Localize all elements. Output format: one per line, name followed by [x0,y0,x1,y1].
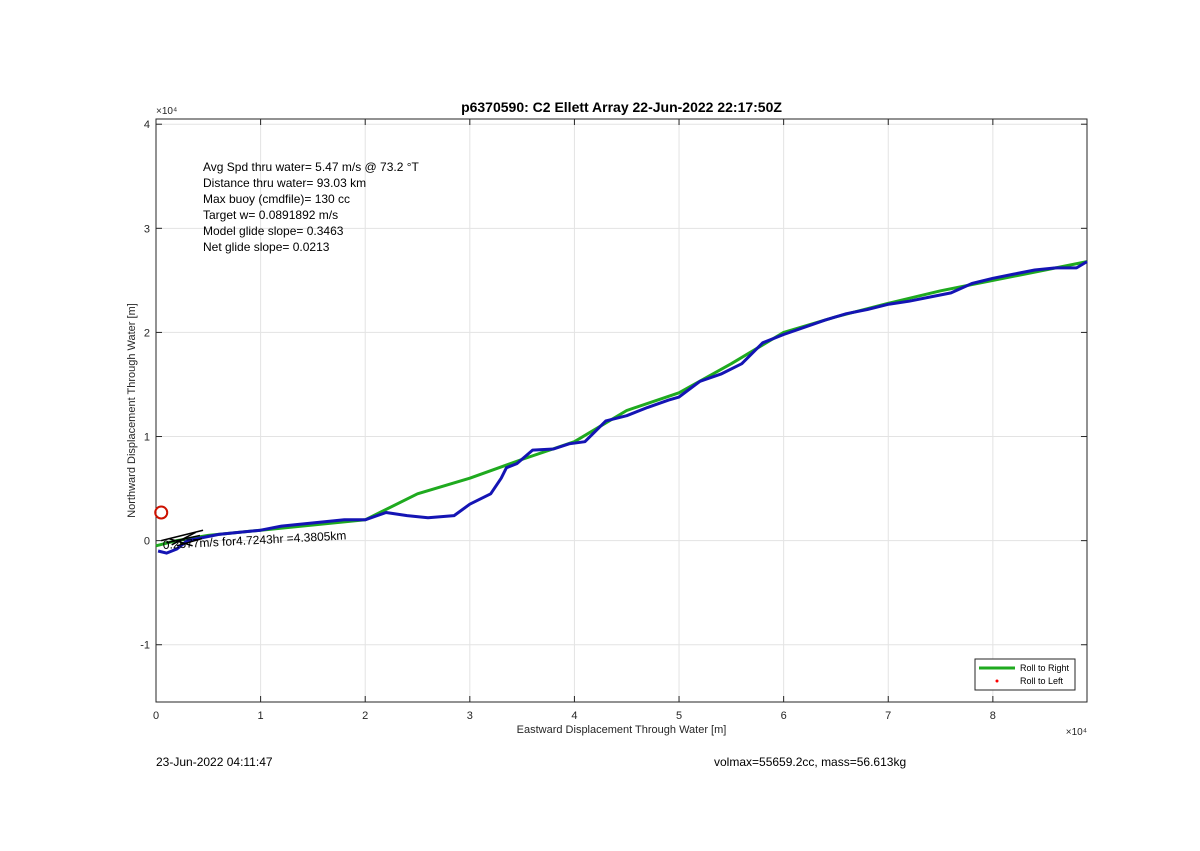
y-tick-label: 4 [144,119,150,131]
y-tick-label: 3 [144,223,150,235]
legend-swatch-roll-to-left [995,679,999,683]
x-tick-label: 2 [362,710,368,722]
footer-volume-mass: volmax=55659.2cc, mass=56.613kg [714,755,907,769]
y-axis-label: Northward Displacement Through Water [m] [126,303,138,518]
stats-annotation: Max buoy (cmdfile)= 130 cc [203,192,350,206]
x-tick-label: 8 [990,710,996,722]
x-tick-label: 0 [153,710,159,722]
axes-box [155,118,1088,703]
stats-annotation: Model glide slope= 0.3463 [203,224,344,238]
x-tick-label: 1 [258,710,264,722]
current-vector-segment [171,531,197,546]
x-tick-label: 5 [676,710,682,722]
y-tick-label: -1 [140,640,150,652]
y-exponent-label: ×10⁴ [156,106,177,117]
chart-title: p6370590: C2 Ellett Array 22-Jun-2022 22… [461,99,782,115]
start-marker-circle [154,505,169,520]
x-axis-label: Eastward Displacement Through Water [m] [517,724,727,736]
stats-annotation: Net glide slope= 0.0213 [203,240,330,254]
x-exponent-label: ×10⁴ [1066,727,1087,738]
stats-annotation: Distance thru water= 93.03 km [203,176,366,190]
footer-timestamp: 23-Jun-2022 04:11:47 [156,755,273,769]
x-tick-label: 6 [781,710,787,722]
legend-label-roll-to-left: Roll to Left [1020,676,1064,686]
stats-annotation: Avg Spd thru water= 5.47 m/s @ 73.2 °T [203,160,420,174]
current-vector-segment [161,529,204,542]
current-vector-segment [176,537,203,547]
y-tick-label: 2 [144,327,150,339]
y-tick-label: 1 [144,432,150,444]
stats-annotation: Target w= 0.0891892 m/s [203,208,338,222]
series-line-track [157,260,1088,555]
plot-area [156,119,1087,702]
current-vector-segment [168,537,193,547]
legend-label-roll-to-right: Roll to Right [1020,663,1070,673]
y-tick-label: 0 [144,536,150,548]
x-tick-label: 3 [467,710,473,722]
x-tick-label: 7 [885,710,891,722]
x-tick-label: 4 [571,710,577,722]
legend-box [974,658,1076,691]
